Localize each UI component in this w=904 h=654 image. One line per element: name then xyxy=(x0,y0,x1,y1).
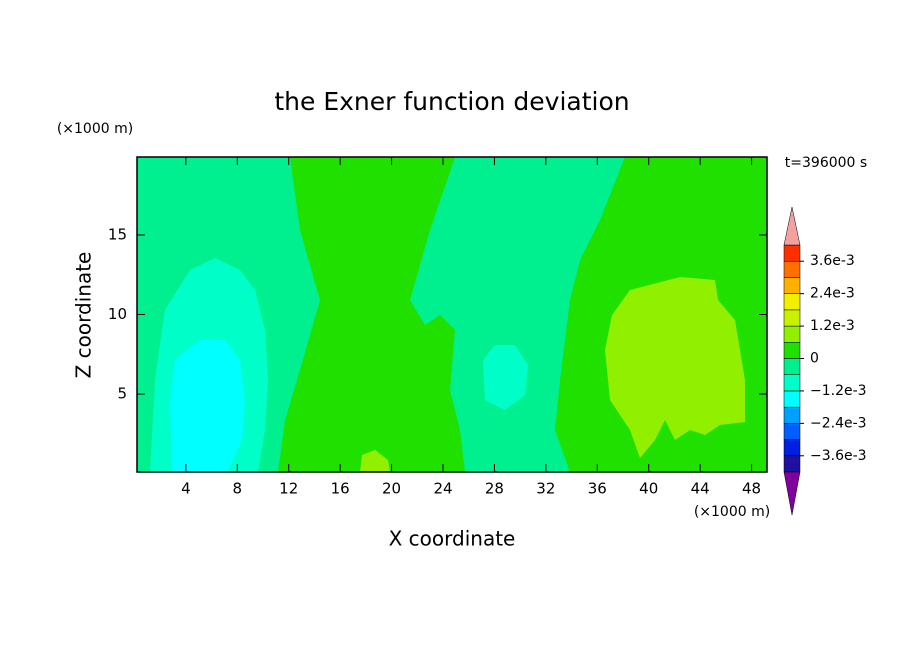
contour-region xyxy=(360,450,390,472)
x-tick-label: 44 xyxy=(691,480,710,498)
x-tick-label: 36 xyxy=(588,480,607,498)
colorbar-box xyxy=(783,260,801,278)
colorbar-box xyxy=(783,309,801,327)
chart-title: the Exner function deviation xyxy=(274,87,629,116)
colorbar-tick-label: −1.2e-3 xyxy=(810,383,867,399)
colorbar-box xyxy=(783,325,801,343)
x-tick-label: 40 xyxy=(639,480,658,498)
y-tick-label: 15 xyxy=(108,225,127,243)
x-tick-label: 4 xyxy=(181,480,191,498)
contour-region xyxy=(605,277,745,458)
x-tick-label: 16 xyxy=(331,480,350,498)
colorbar-box xyxy=(783,439,801,457)
contour-region xyxy=(170,340,245,472)
contour-field xyxy=(137,157,767,472)
colorbar-box xyxy=(783,342,801,359)
colorbar-box xyxy=(783,374,801,392)
colorbar-under xyxy=(783,471,801,516)
x-tick-label: 48 xyxy=(742,480,761,498)
time-label: t=396000 s xyxy=(785,155,867,171)
colorbar-box xyxy=(783,277,801,294)
x-tick-label: 24 xyxy=(433,480,452,498)
colorbar-box xyxy=(783,423,801,440)
x-tick-label: 20 xyxy=(382,480,401,498)
colorbar-tick-label: 2.4e-3 xyxy=(810,286,855,302)
y-tick-label: 5 xyxy=(117,385,127,403)
contour-region xyxy=(278,157,465,472)
x-tick-label: 32 xyxy=(536,480,555,498)
colorbar-box xyxy=(783,455,801,473)
y-unit: (×1000 m) xyxy=(57,121,133,137)
x-tick-label: 12 xyxy=(279,480,298,498)
y-tick-label: 10 xyxy=(108,305,127,323)
colorbar-box xyxy=(783,406,801,424)
colorbar-box xyxy=(783,293,801,311)
contour-region xyxy=(483,345,528,410)
y-axis-label: Z coordinate xyxy=(72,252,96,379)
colorbar-box xyxy=(783,358,801,375)
x-tick-label: 28 xyxy=(485,480,504,498)
colorbar-tick-label: 1.2e-3 xyxy=(810,318,855,334)
colorbar-tick-label: 3.6e-3 xyxy=(810,253,855,269)
x-unit: (×1000 m) xyxy=(694,504,770,520)
colorbar-box xyxy=(783,244,801,262)
colorbar-tick-label: −2.4e-3 xyxy=(810,415,867,431)
x-axis-label: X coordinate xyxy=(389,527,516,551)
colorbar-over xyxy=(783,206,801,246)
x-tick-label: 8 xyxy=(233,480,243,498)
colorbar-tick-label: −3.6e-3 xyxy=(810,448,867,464)
colorbar-box xyxy=(783,390,801,408)
colorbar-tick-label: 0 xyxy=(810,351,819,367)
